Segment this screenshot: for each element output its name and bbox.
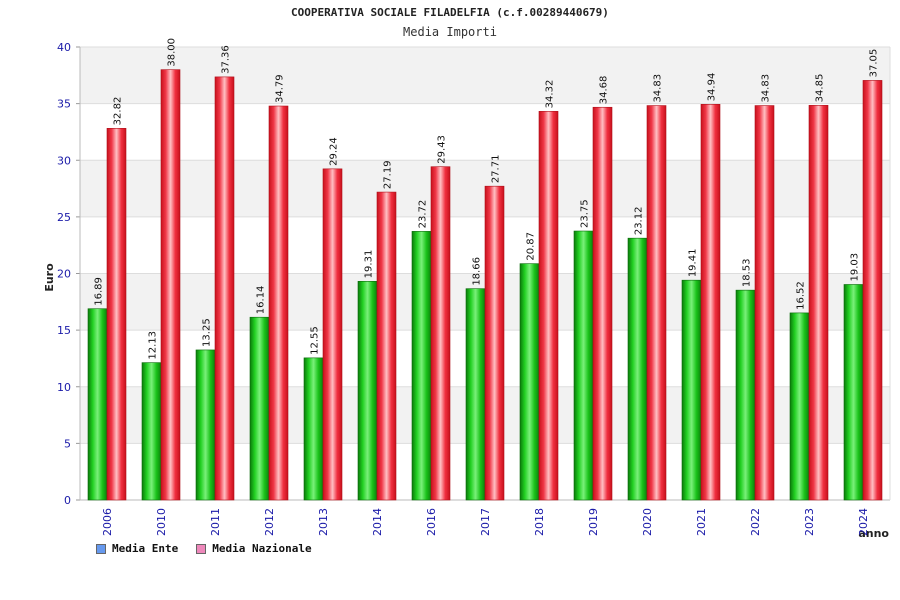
x-tick-label: 2019 — [587, 508, 600, 536]
x-tick-label: 2012 — [263, 508, 276, 536]
bar-media-nazionale — [214, 76, 235, 501]
bar-media-ente — [249, 316, 270, 501]
bar-media-nazionale — [322, 168, 343, 501]
data-label-media-nazionale: 34.85 — [815, 74, 826, 103]
legend: Media Ente Media Nazionale — [96, 542, 312, 555]
data-label-media-ente: 23.75 — [580, 199, 591, 228]
bar-media-ente — [303, 357, 324, 501]
x-tick-label: 2021 — [695, 508, 708, 536]
bar-media-ente — [195, 349, 216, 501]
y-axis-label: Euro — [43, 263, 56, 292]
data-label-media-nazionale: 34.79 — [275, 74, 286, 103]
bar-media-nazionale — [754, 105, 775, 501]
data-label-media-nazionale: 34.32 — [545, 80, 556, 109]
data-label-media-nazionale: 32.82 — [113, 97, 124, 126]
y-tick-label: 25 — [57, 211, 71, 224]
bar-media-ente — [465, 288, 486, 501]
bar-media-nazionale — [160, 69, 181, 501]
legend-label-media-ente: Media Ente — [112, 542, 179, 555]
bar-media-ente — [573, 230, 594, 501]
bar-media-nazionale — [700, 104, 721, 501]
data-label-media-nazionale: 27.19 — [383, 160, 394, 189]
x-tick-label: 2022 — [749, 508, 762, 536]
data-label-media-ente: 23.72 — [418, 200, 429, 229]
bar-media-ente — [87, 308, 108, 501]
data-label-media-ente: 18.53 — [742, 259, 753, 288]
bar-media-ente — [627, 237, 648, 501]
y-tick-label: 35 — [57, 98, 71, 111]
bar-media-ente — [411, 231, 432, 501]
x-tick-label: 2024 — [857, 508, 870, 536]
bar-media-nazionale — [646, 105, 667, 501]
y-tick-label: 10 — [57, 381, 71, 394]
x-tick-label: 2006 — [101, 508, 114, 536]
data-label-media-nazionale: 38.00 — [167, 38, 178, 67]
x-tick-label: 2016 — [425, 508, 438, 536]
chart-title: COOPERATIVA SOCIALE FILADELFIA (c.f.0028… — [291, 6, 609, 19]
bar-media-nazionale — [268, 105, 289, 501]
x-tick-label: 2011 — [209, 508, 222, 536]
bar-media-nazionale — [376, 191, 397, 501]
bar-media-ente — [789, 312, 810, 501]
legend-swatch-media-nazionale — [196, 543, 207, 554]
x-tick-label: 2018 — [533, 508, 546, 536]
x-tick-label: 2020 — [641, 508, 654, 536]
bar-media-nazionale — [484, 185, 505, 501]
data-label-media-ente: 12.55 — [310, 326, 321, 355]
data-label-media-ente: 13.25 — [202, 318, 213, 347]
x-axis-label: anno — [858, 527, 889, 540]
y-tick-label: 5 — [64, 437, 71, 450]
bar-media-ente — [357, 281, 378, 501]
data-label-media-ente: 16.52 — [796, 281, 807, 310]
data-label-media-nazionale: 34.83 — [761, 74, 772, 103]
data-label-media-nazionale: 27.71 — [491, 155, 502, 184]
y-tick-label: 20 — [57, 268, 71, 281]
data-label-media-ente: 19.41 — [688, 249, 699, 278]
y-tick-label: 15 — [57, 324, 71, 337]
data-label-media-ente: 16.14 — [256, 286, 267, 315]
bar-media-nazionale — [862, 80, 883, 501]
chart-subtitle: Media Importi — [403, 25, 497, 39]
bar-media-nazionale — [430, 166, 451, 501]
data-label-media-ente: 20.87 — [526, 232, 537, 261]
legend-item-media-ente: Media Ente — [96, 542, 178, 555]
x-tick-label: 2010 — [155, 508, 168, 536]
bar-media-ente — [843, 284, 864, 501]
bar-media-nazionale — [106, 128, 127, 501]
bar-media-nazionale — [538, 111, 559, 501]
data-label-media-ente: 12.13 — [148, 331, 159, 360]
data-label-media-ente: 23.12 — [634, 207, 645, 236]
bar-media-nazionale — [808, 105, 829, 501]
data-label-media-nazionale: 29.43 — [437, 135, 448, 164]
data-label-media-ente: 19.03 — [850, 253, 861, 282]
data-label-media-nazionale: 34.83 — [653, 74, 664, 103]
data-label-media-ente: 18.66 — [472, 257, 483, 286]
y-tick-label: 40 — [57, 41, 71, 54]
data-label-media-nazionale: 29.24 — [329, 137, 340, 166]
y-tick-label: 0 — [64, 494, 71, 507]
data-label-media-nazionale: 37.36 — [221, 45, 232, 74]
x-tick-label: 2013 — [317, 508, 330, 536]
data-label-media-nazionale: 37.05 — [869, 49, 880, 78]
data-label-media-nazionale: 34.68 — [599, 76, 610, 105]
bar-media-ente — [735, 289, 756, 501]
bar-media-ente — [519, 263, 540, 501]
data-label-media-ente: 19.31 — [364, 250, 375, 279]
data-label-media-ente: 16.89 — [94, 277, 105, 306]
bar-media-nazionale — [592, 106, 613, 501]
x-tick-label: 2014 — [371, 508, 384, 536]
legend-item-media-nazionale: Media Nazionale — [196, 542, 312, 555]
legend-label-media-nazionale: Media Nazionale — [212, 542, 312, 555]
legend-swatch-media-ente — [96, 543, 106, 554]
y-tick-label: 30 — [57, 154, 71, 167]
x-tick-label: 2023 — [803, 508, 816, 536]
bar-media-ente — [681, 279, 702, 501]
x-tick-label: 2017 — [479, 508, 492, 536]
data-label-media-nazionale: 34.94 — [707, 73, 718, 102]
bar-media-ente — [141, 362, 162, 501]
